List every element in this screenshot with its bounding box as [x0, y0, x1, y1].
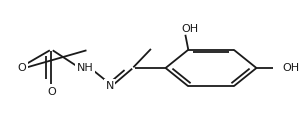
Text: NH: NH — [77, 63, 93, 73]
Text: OH: OH — [181, 24, 198, 34]
Text: N: N — [106, 81, 114, 91]
Text: OH: OH — [283, 63, 300, 73]
Text: O: O — [47, 87, 56, 98]
Text: O: O — [18, 63, 26, 73]
